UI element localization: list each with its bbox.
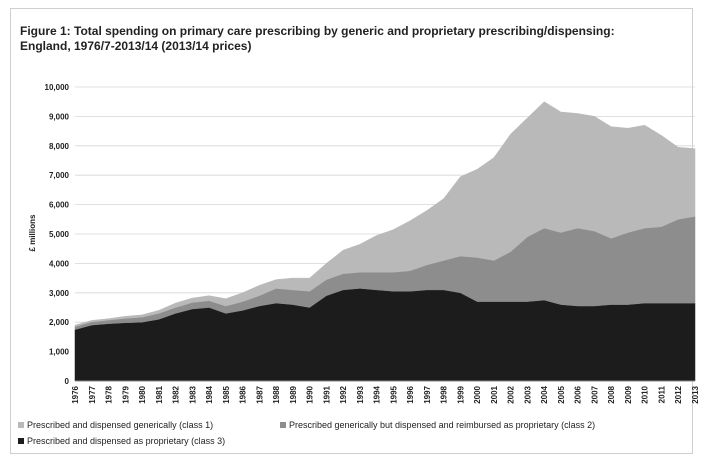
x-tick-label: 1983 bbox=[188, 385, 197, 403]
area-series-class-1 bbox=[74, 101, 696, 327]
x-tick-label: 2006 bbox=[574, 385, 583, 403]
x-tick-label: 2012 bbox=[674, 385, 683, 403]
y-tick-labels: 0 1,000 2,000 3,000 4,000 5,000 6,000 7,000 8,00… bbox=[45, 83, 70, 386]
x-tick-label: 1981 bbox=[155, 385, 164, 403]
x-tick-label: 1992 bbox=[339, 385, 348, 403]
x-tick-label: 2000 bbox=[473, 385, 482, 403]
legend-item: Prescribed generically but dispensed and… bbox=[280, 420, 595, 430]
x-tick-label: 1977 bbox=[88, 385, 97, 403]
x-tick-label: 1988 bbox=[272, 385, 281, 403]
x-tick-labels: 1976 1977 1978 1979 1980 1981 1982 1983 1984 1985… bbox=[71, 385, 700, 403]
y-tick-label: 5,000 bbox=[49, 230, 70, 239]
y-tick-label: 6,000 bbox=[49, 201, 70, 210]
x-tick-label: 2010 bbox=[641, 385, 650, 403]
x-tick-label: 1985 bbox=[222, 385, 231, 403]
x-tick-label: 2003 bbox=[523, 385, 532, 403]
x-tick-label: 1980 bbox=[138, 385, 147, 403]
y-tick-label: 8,000 bbox=[49, 142, 70, 151]
y-tick-label: 10,000 bbox=[45, 83, 70, 92]
x-tick-label: 2008 bbox=[607, 385, 616, 403]
x-tick-label: 1987 bbox=[255, 385, 264, 403]
x-tick-label: 1998 bbox=[440, 385, 449, 403]
x-tick-label: 1995 bbox=[389, 385, 398, 403]
x-tick-label: 1989 bbox=[289, 385, 298, 403]
x-tick-label: 2011 bbox=[658, 385, 667, 403]
x-tick-label: 1994 bbox=[373, 385, 382, 403]
legend-label: Prescribed generically but dispensed and… bbox=[289, 420, 596, 430]
x-tick-label: 2001 bbox=[490, 385, 499, 403]
y-tick-label: 1,000 bbox=[49, 348, 70, 357]
x-tick-label: 2013 bbox=[691, 385, 700, 403]
y-tick-label: 0 bbox=[65, 377, 70, 386]
legend-item: Prescribed and dispensed as proprietary … bbox=[18, 436, 225, 446]
x-tick-label: 1990 bbox=[306, 385, 315, 403]
figure-title-line-1: Figure 1: Total spending on primary care… bbox=[20, 24, 615, 38]
x-tick-label: 2007 bbox=[591, 385, 600, 403]
x-tick-label: 1997 bbox=[423, 385, 432, 403]
x-tick-label: 2004 bbox=[540, 385, 549, 403]
chart-areas bbox=[74, 101, 696, 382]
legend-swatch bbox=[18, 438, 24, 444]
x-tick-label: 2009 bbox=[624, 385, 633, 403]
y-axis-label: £ millions bbox=[28, 214, 37, 251]
x-tick-label: 1984 bbox=[205, 385, 214, 403]
x-tick-label: 1999 bbox=[456, 385, 465, 403]
x-tick-label: 1976 bbox=[71, 385, 80, 403]
legend-label: Prescribed and dispensed as proprietary … bbox=[27, 436, 226, 446]
legend-swatch bbox=[280, 422, 286, 428]
x-tick-label: 1996 bbox=[406, 385, 415, 403]
legend-swatch bbox=[18, 422, 24, 428]
x-tick-label: 1978 bbox=[105, 385, 114, 403]
y-tick-label: 2,000 bbox=[49, 318, 70, 327]
x-tick-label: 1982 bbox=[172, 385, 181, 403]
x-tick-label: 2005 bbox=[557, 385, 566, 403]
x-tick-label: 1986 bbox=[239, 385, 248, 403]
y-tick-label: 3,000 bbox=[49, 289, 70, 298]
x-tick-label: 1993 bbox=[356, 385, 365, 403]
y-tick-label: 7,000 bbox=[49, 171, 70, 180]
legend-item: Prescribed and dispensed generically (cl… bbox=[18, 420, 213, 430]
x-tick-label: 1991 bbox=[322, 385, 331, 403]
x-tick-label: 1979 bbox=[121, 385, 130, 403]
figure-title-line-2: England, 1976/7-2013/14 (2013/14 prices) bbox=[20, 39, 252, 53]
legend-label: Prescribed and dispensed generically (cl… bbox=[27, 420, 214, 430]
y-tick-label: 4,000 bbox=[49, 259, 70, 268]
y-tick-label: 9,000 bbox=[49, 112, 70, 121]
x-tick-label: 2002 bbox=[507, 385, 516, 403]
figure-title: Figure 1: Total spending on primary care… bbox=[20, 24, 680, 54]
